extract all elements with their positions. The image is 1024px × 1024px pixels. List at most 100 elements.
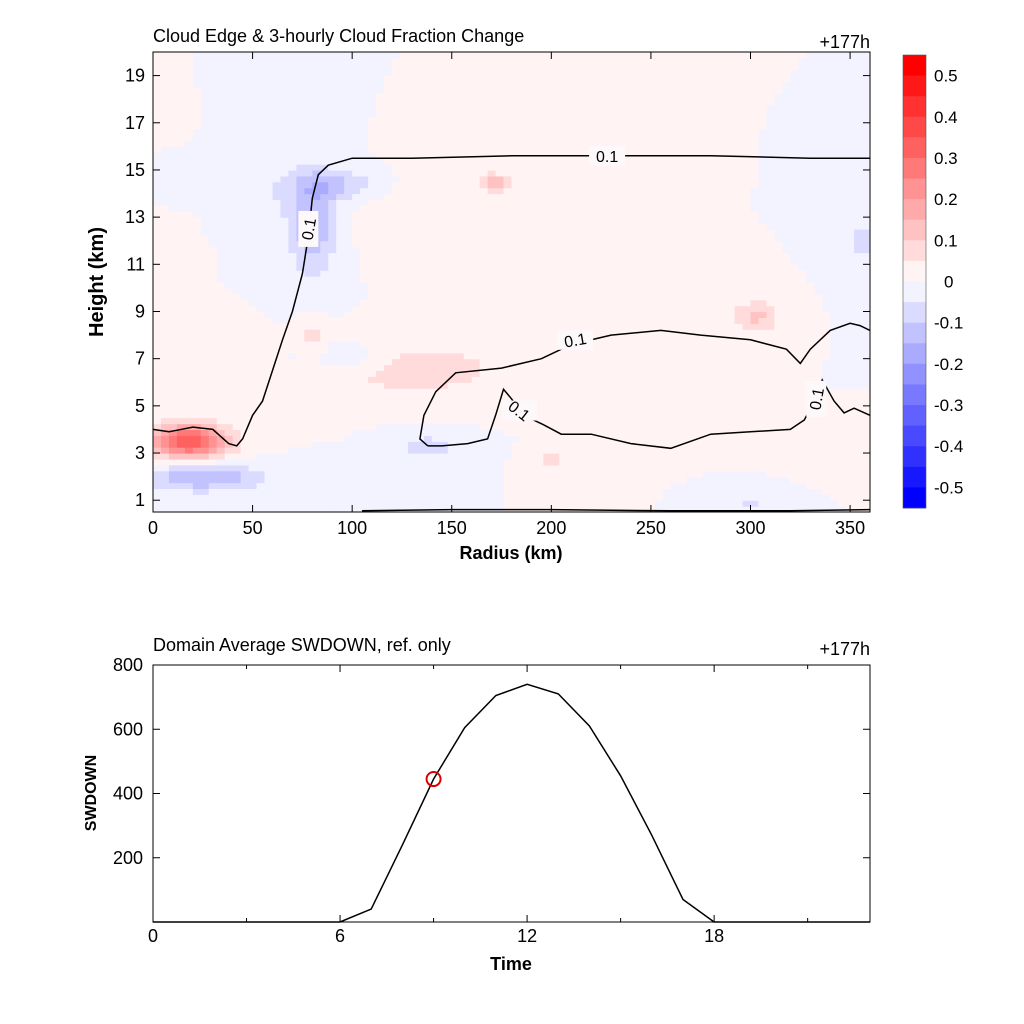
heatmap-cell	[328, 482, 337, 490]
heatmap-cell	[511, 500, 521, 507]
heatmap-cell	[607, 110, 616, 118]
heatmap-cell	[535, 458, 544, 466]
heatmap-cell	[264, 57, 274, 65]
heatmap-cell	[256, 394, 266, 401]
heatmap-cell	[336, 346, 345, 354]
heatmap-cell	[447, 494, 457, 501]
heatmap-cell	[567, 441, 576, 448]
heatmap-cell	[575, 99, 584, 106]
heatmap-cell	[376, 299, 385, 307]
heatmap-cell	[184, 81, 194, 88]
heatmap-cell	[168, 128, 178, 136]
heatmap-cell	[240, 364, 250, 372]
heatmap-cell	[591, 270, 600, 277]
heatmap-cell	[153, 75, 162, 83]
heatmap-cell	[599, 175, 608, 183]
heatmap-cell	[384, 264, 393, 271]
heatmap-cell	[296, 346, 305, 354]
heatmap-cell	[535, 476, 544, 484]
heatmap-cell	[399, 293, 409, 301]
heatmap-cell	[615, 329, 624, 336]
heatmap-cell	[392, 258, 401, 265]
heatmap-cell	[224, 199, 234, 206]
heatmap-cell	[638, 116, 648, 124]
heatmap-cell	[160, 394, 170, 401]
heatmap-cell	[535, 411, 544, 419]
heatmap-cell	[153, 411, 162, 419]
heatmap-cell	[503, 99, 513, 106]
heatmap-cell	[344, 423, 353, 431]
heatmap-cell	[551, 388, 560, 395]
heatmap-cell	[264, 211, 274, 218]
heatmap-cell	[447, 146, 457, 153]
heatmap-cell	[631, 447, 640, 454]
heatmap-cell	[256, 52, 266, 59]
heatmap-cell	[615, 93, 624, 100]
heatmap-cell	[423, 152, 433, 159]
heatmap-cell	[192, 52, 202, 59]
heatmap-cell	[232, 146, 242, 153]
heatmap-cell	[312, 335, 321, 342]
heatmap-cell	[415, 388, 425, 395]
heatmap-cell	[360, 458, 369, 466]
heatmap-cell	[280, 470, 290, 478]
heatmap-cell	[455, 228, 465, 236]
heatmap-cell	[607, 205, 616, 212]
heatmap-cell	[304, 75, 313, 83]
heatmap-cell	[160, 105, 170, 112]
heatmap-cell	[312, 187, 321, 195]
heatmap-cell	[168, 181, 178, 189]
heatmap-cell	[184, 405, 194, 413]
heatmap-cell	[646, 69, 656, 77]
heatmap-cell	[208, 258, 218, 265]
heatmap-cell	[280, 476, 290, 484]
heatmap-cell	[631, 323, 640, 330]
heatmap-cell	[431, 228, 441, 236]
heatmap-cell	[256, 464, 266, 472]
heatmap-cell	[623, 494, 632, 501]
heatmap-cell	[384, 164, 393, 171]
heatmap-cell	[224, 181, 234, 189]
heatmap-cell	[264, 382, 274, 389]
heatmap-cell	[487, 181, 497, 189]
heatmap-cell	[591, 411, 600, 419]
heatmap-cell	[312, 81, 321, 88]
heatmap-cell	[272, 223, 282, 230]
heatmap-cell	[519, 116, 529, 124]
heatmap-cell	[368, 317, 377, 324]
heatmap-cell	[463, 376, 473, 383]
heatmap-cell	[176, 293, 186, 301]
heatmap-cell	[224, 152, 234, 159]
heatmap-cell	[407, 246, 417, 254]
heatmap-cell	[176, 140, 186, 147]
heatmap-cell	[288, 193, 297, 201]
heatmap-cell	[320, 447, 329, 454]
heatmap-cell	[511, 258, 521, 265]
heatmap-cell	[447, 181, 457, 189]
heatmap-cell	[615, 110, 624, 118]
heatmap-cell	[176, 234, 186, 242]
heatmap-cell	[216, 488, 226, 495]
heatmap-cell	[240, 405, 250, 413]
heatmap-cell	[654, 464, 664, 472]
heatmap-cell	[535, 116, 544, 124]
heatmap-cell	[256, 110, 266, 118]
heatmap-cell	[527, 458, 536, 466]
heatmap-cell	[256, 352, 266, 360]
heatmap-cell	[543, 293, 552, 301]
heatmap-cell	[184, 252, 194, 260]
heatmap-cell	[168, 399, 178, 407]
heatmap-cell	[575, 500, 584, 507]
heatmap-cell	[168, 506, 178, 512]
heatmap-cell	[646, 99, 656, 106]
heatmap-cell	[272, 317, 282, 324]
heatmap-cell	[599, 376, 608, 383]
heatmap-cell	[184, 323, 194, 330]
heatmap-cell	[368, 246, 377, 254]
heatmap-cell	[176, 158, 186, 165]
heatmap-cell	[312, 199, 321, 206]
heatmap-cell	[423, 258, 433, 265]
heatmap-cell	[654, 376, 664, 383]
heatmap-cell	[360, 175, 369, 183]
heatmap-cell	[256, 458, 266, 466]
